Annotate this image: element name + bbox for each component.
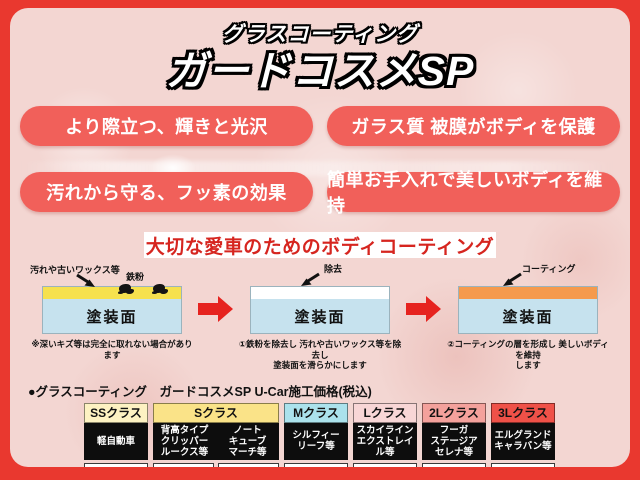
iron-powder-blob-icon [118, 284, 131, 293]
paint-surface-label: 塗装面 [43, 299, 181, 333]
feature-pill-protect: ガラス質 被膜がボディを保護 [327, 106, 620, 146]
class-header: 2Lクラス [422, 402, 486, 423]
class-header: Sクラス [153, 402, 279, 423]
coating-process-diagram: 汚れや古いワックス等 鉄粉 塗装面 ※深いキズ等は完全に取れない場合があります [10, 262, 630, 371]
cleaned-layer [251, 287, 389, 299]
price-column-m: Mクラス シルフィー リーフ等 74,800円 [284, 402, 348, 467]
model-cell: スカイライン エクストレイル等 [356, 424, 414, 458]
price-cell: 66,000円 [84, 462, 148, 467]
coating-label: コーティング [522, 264, 576, 274]
pointer-down-left-arrow-icon [301, 272, 320, 286]
paint-surface-label: 塗装面 [459, 299, 597, 333]
wax-dirt-label: 汚れや古いワックス等 [30, 265, 120, 275]
model-cell: エルグランド キャラバン等 [494, 430, 552, 453]
process-step-cleaned: 除去 塗装面 ①鉄粉を除去し 汚れや古いワックス等を除去し 塗装面を滑らかにしま… [236, 262, 404, 371]
feature-pill-gloss: より際立つ、輝きと光沢 [20, 106, 313, 146]
class-header: Mクラス [284, 402, 348, 423]
price-column-l: Lクラス スカイライン エクストレイル等 83,600円 [353, 402, 417, 467]
price-column-2l: 2Lクラス フーガ ステージア セレナ等 86,900円 [422, 402, 486, 467]
step-caption: ①鉄粉を除去し 汚れや古いワックス等を除去し 塗装面を滑らかにします [238, 339, 402, 371]
poster-title: ガードコスメSP [165, 48, 475, 94]
poster-body: グラスコーティング ガードコスメSP より際立つ、輝きと光沢 ガラス質 被膜がボ… [10, 8, 630, 467]
paint-panel-cleaned: 塗装面 [250, 286, 390, 334]
process-step-before: 汚れや古いワックス等 鉄粉 塗装面 ※深いキズ等は完全に取れない場合があります [28, 262, 196, 360]
price-table-title: ●グラスコーティング ガードコスメSP U-Car施工価格(税込) [28, 384, 372, 399]
step-caption: ※深いキズ等は完全に取れない場合があります [31, 339, 193, 360]
paint-surface-label: 塗装面 [251, 299, 389, 333]
price-cell: 83,600円 [353, 462, 417, 467]
iron-powder-blob-icon [153, 284, 166, 293]
coating-layer [459, 287, 597, 299]
price-cell: 86,900円 [422, 462, 486, 467]
section-banner-text: 大切な愛車のためのボディコーティング [145, 236, 495, 258]
class-header: SSクラス [84, 402, 148, 423]
class-header: Lクラス [353, 402, 417, 423]
price-cell: 70,400円 [153, 462, 214, 467]
model-cell: シルフィー リーフ等 [292, 430, 340, 453]
model-cell: 背高タイプ クリッパー ルークス等 [160, 424, 209, 458]
poster-subtitle: グラスコーティング [221, 23, 419, 46]
price-column-ss: SSクラス 軽自動車 66,000円 [84, 402, 148, 467]
removal-label: 除去 [324, 264, 343, 274]
step-caption: ②コーティングの層を形成し 美しいボディを維持 します [447, 339, 609, 371]
price-cell: 90,200円 [491, 462, 555, 467]
right-arrow-icon [406, 296, 441, 322]
pointer-down-right-arrow-icon [76, 273, 95, 287]
price-cell: 70,400円 [218, 462, 279, 467]
wax-layer [43, 284, 181, 299]
feature-list: より際立つ、輝きと光沢 ガラス質 被膜がボディを保護 汚れから守る、フッ素の効果… [20, 106, 620, 216]
class-header: 3Lクラス [491, 402, 555, 423]
paint-panel-coated: 塗装面 [458, 286, 598, 334]
feature-pill-fluorine: 汚れから守る、フッ素の効果 [20, 172, 313, 212]
paint-panel-before: 塗装面 [42, 284, 182, 334]
right-arrow-icon [198, 296, 233, 322]
price-table: SSクラス 軽自動車 66,000円 Sクラス 背高タイプ クリッパー ルークス… [84, 402, 630, 467]
price-cell: 74,800円 [284, 462, 348, 467]
section-banner: 大切な愛車のためのボディコーティング [144, 232, 496, 258]
model-cell: ノート キューブ マーチ等 [228, 424, 267, 458]
iron-powder-label: 鉄粉 [126, 272, 145, 282]
model-cell: 軽自動車 [96, 435, 135, 447]
pointer-down-left-arrow-icon [503, 272, 522, 286]
price-column-s: Sクラス 背高タイプ クリッパー ルークス等 ノート キューブ マーチ等 70,… [153, 402, 279, 467]
model-cell: フーガ ステージア セレナ等 [430, 424, 478, 458]
process-step-coated: コーティング 塗装面 ②コーティングの層を形成し 美しいボディを維持 します [444, 262, 612, 371]
feature-pill-maintain: 簡単お手入れで美しいボディを維持 [327, 170, 620, 216]
price-column-3l: 3Lクラス エルグランド キャラバン等 90,200円 [491, 402, 555, 467]
